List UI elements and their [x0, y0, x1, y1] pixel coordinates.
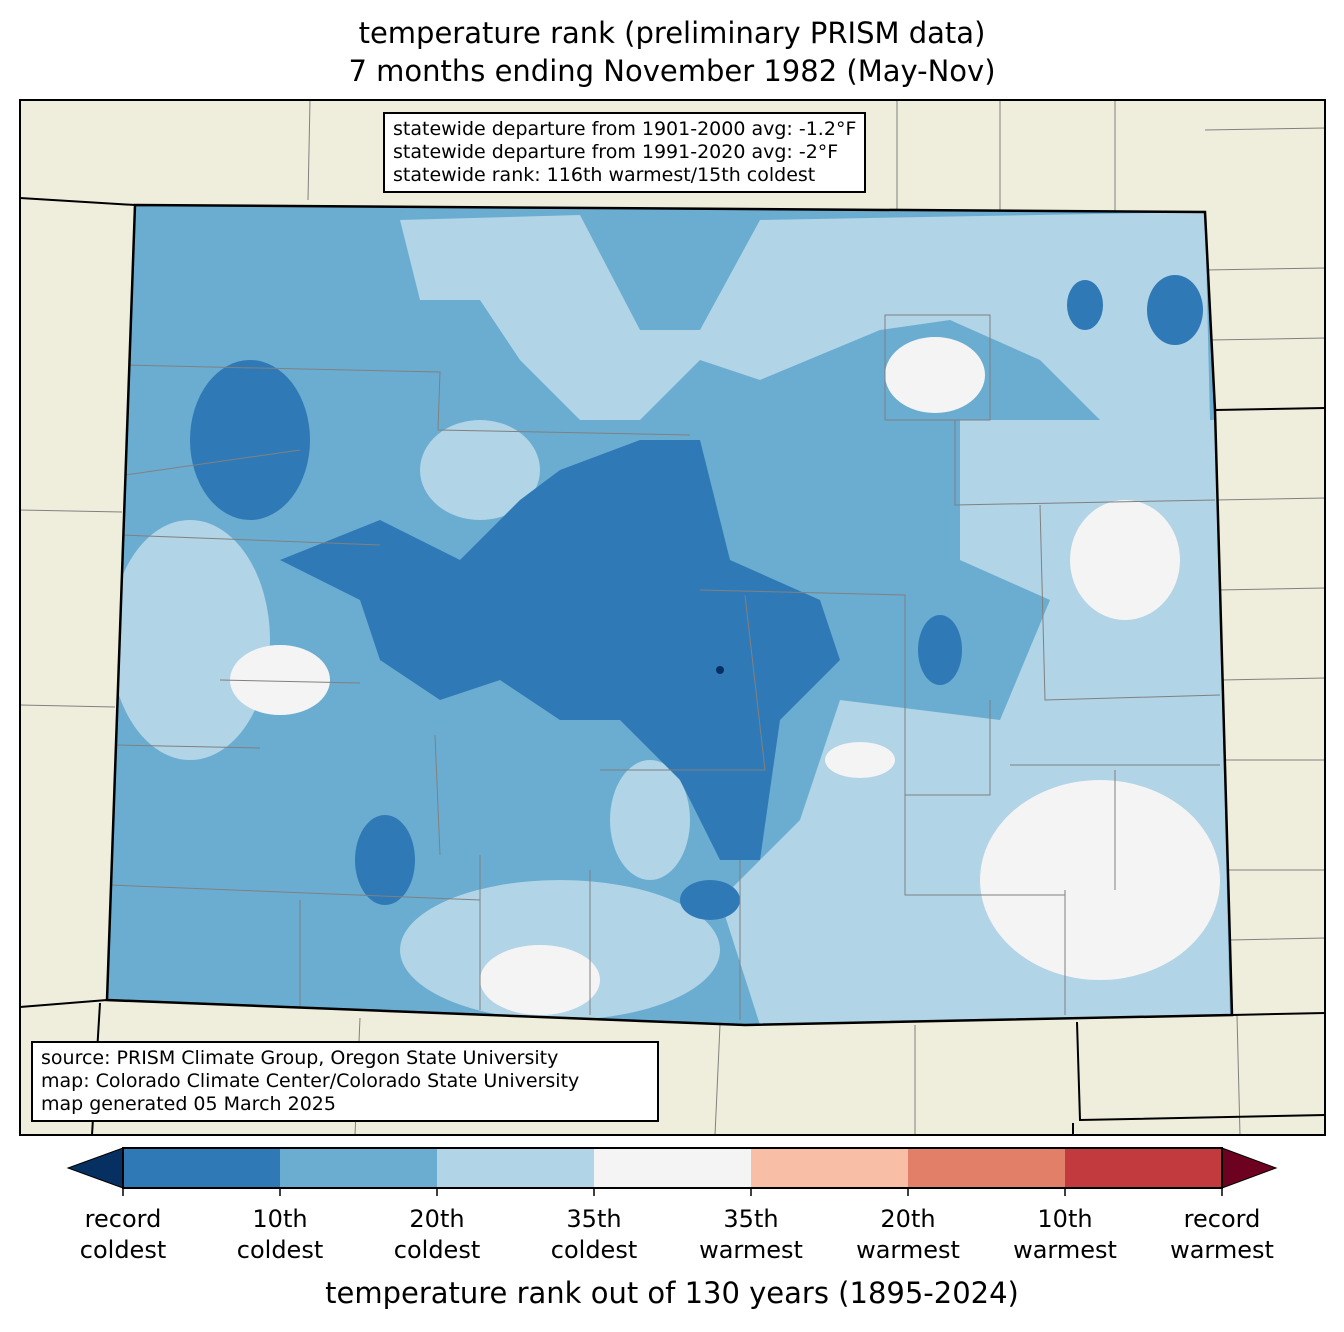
- colorbar-tick-label: 20th coldest: [357, 1204, 517, 1266]
- statewide-stats-box: statewide departure from 1901-2000 avg: …: [383, 112, 867, 193]
- tick-label-line1: record: [84, 1205, 162, 1233]
- source-line: source: PRISM Climate Group, Oregon Stat…: [41, 1047, 559, 1069]
- tick-label-line2: coldest: [236, 1236, 324, 1264]
- rank-field: [107, 205, 1232, 1025]
- colorbar-extension-coldest: [66, 1147, 124, 1189]
- colorbar-tick-label: 35th coldest: [514, 1204, 674, 1266]
- colorbar-tick-label: 10th coldest: [200, 1204, 360, 1266]
- county-boundaries: [109, 314, 1221, 1020]
- tick-label-line1: 20th: [409, 1205, 465, 1233]
- colorbar-tick-label: 35th warmest: [671, 1204, 831, 1266]
- tick-label-line2: warmest: [856, 1236, 960, 1264]
- tick-label-line2: warmest: [1170, 1236, 1274, 1264]
- map-title: temperature rank (preliminary PRISM data…: [358, 16, 986, 50]
- tick-label-line2: coldest: [550, 1236, 638, 1264]
- colorbar-segment: [123, 1148, 280, 1188]
- colorbar-segment: [280, 1148, 437, 1188]
- tick-label-line1: 35th: [723, 1205, 779, 1233]
- map-subtitle: 7 months ending November 1982 (May-Nov): [348, 54, 996, 88]
- colorbar-segment: [908, 1148, 1065, 1188]
- colorbar-tick-label: 20th warmest: [828, 1204, 988, 1266]
- map-frame: [19, 99, 1326, 1136]
- tick-label-line1: 10th: [252, 1205, 308, 1233]
- colorbar-outline: [122, 1147, 1223, 1189]
- tick-label-line2: warmest: [1013, 1236, 1117, 1264]
- colorbar-segment: [594, 1148, 751, 1188]
- colorbar-tick-label: record warmest: [1142, 1204, 1302, 1266]
- stat-rank: statewide rank: 116th warmest/15th colde…: [393, 164, 816, 186]
- map-credit-line: map: Colorado Climate Center/Colorado St…: [41, 1070, 580, 1092]
- colorbar: [66, 1147, 1278, 1196]
- colorbar-tick-label: 10th warmest: [985, 1204, 1145, 1266]
- tick-label-line2: warmest: [699, 1236, 803, 1264]
- tick-label-line1: 10th: [1037, 1205, 1093, 1233]
- tick-label-line1: 20th: [880, 1205, 936, 1233]
- generated-date-line: map generated 05 March 2025: [41, 1093, 336, 1115]
- colorbar-segment: [751, 1148, 908, 1188]
- tick-label-line2: coldest: [79, 1236, 167, 1264]
- colorbar-segment: [1065, 1148, 1222, 1188]
- tick-label-line2: coldest: [393, 1236, 481, 1264]
- tick-label-line1: record: [1183, 1205, 1261, 1233]
- colorbar-label: temperature rank out of 130 years (1895-…: [325, 1276, 1019, 1310]
- source-box: source: PRISM Climate Group, Oregon Stat…: [31, 1041, 659, 1122]
- colorbar-extension-warmest: [1221, 1147, 1278, 1189]
- stat-departure-1901-2000: statewide departure from 1901-2000 avg: …: [393, 118, 857, 140]
- tick-label-line1: 35th: [566, 1205, 622, 1233]
- colorbar-segment: [437, 1148, 594, 1188]
- colorbar-tick-label: record coldest: [43, 1204, 203, 1266]
- stat-departure-1991-2020: statewide departure from 1991-2020 avg: …: [393, 141, 839, 163]
